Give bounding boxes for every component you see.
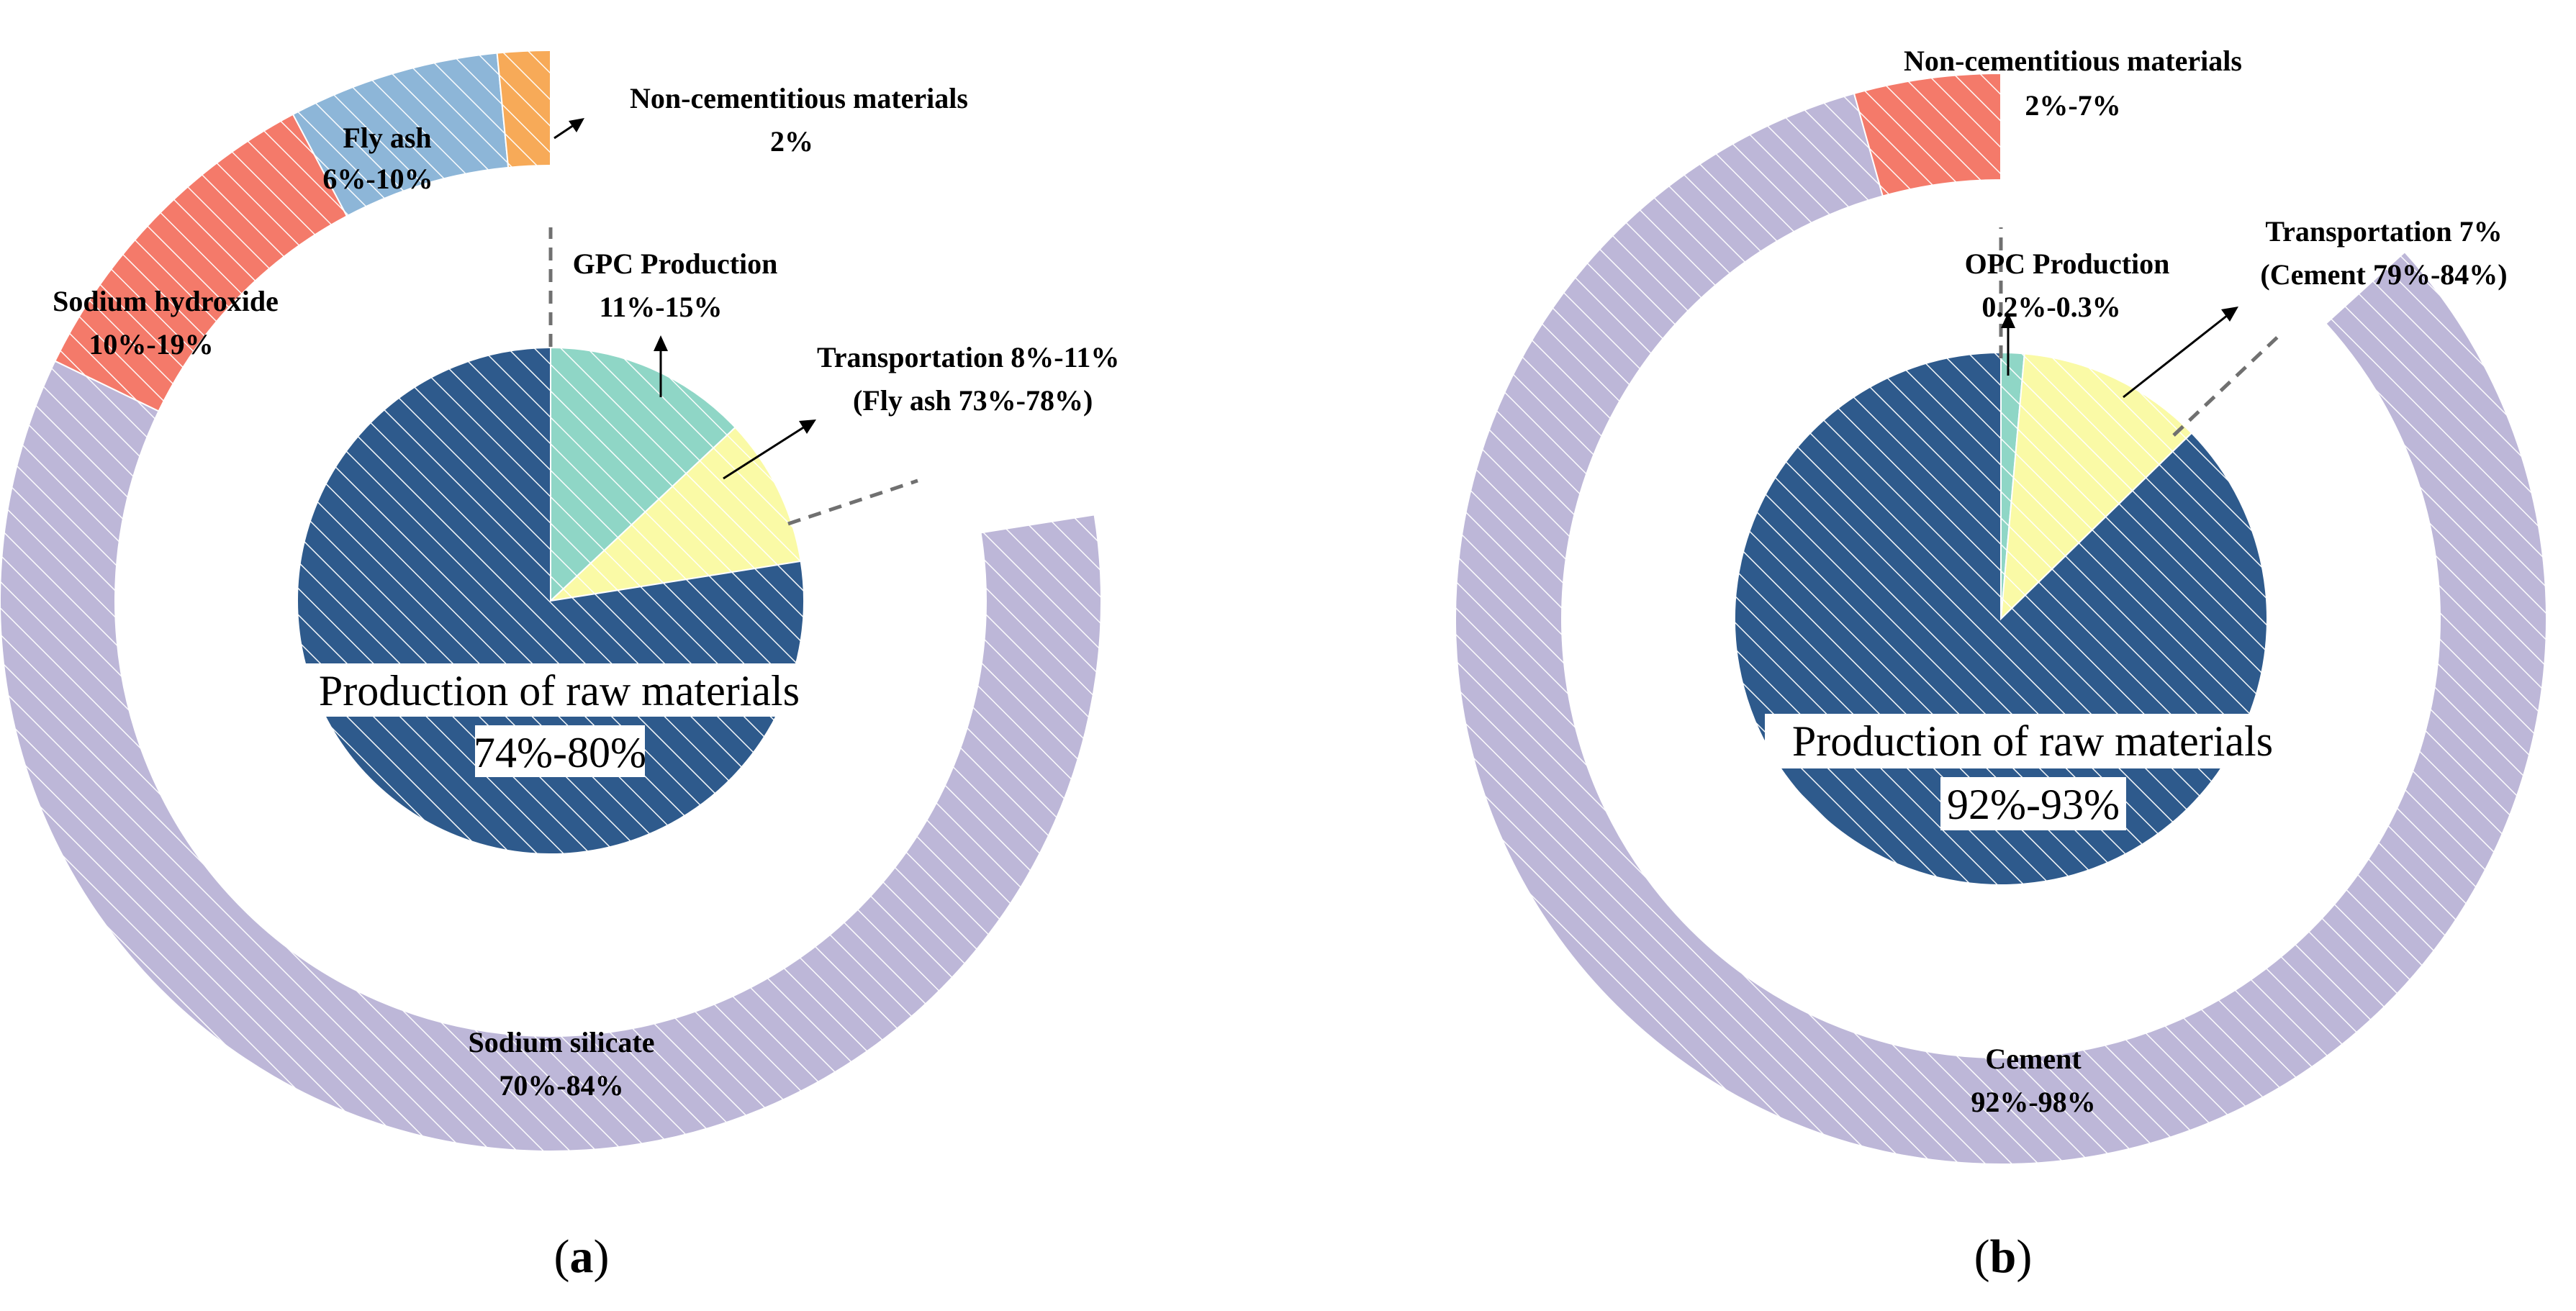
panel-b-production-value: 0.2%-0.3% [1981, 291, 2120, 323]
panel-a-production-title: GPC Production [573, 248, 778, 280]
panel-b-raw-title-box [1765, 714, 2300, 768]
panel-a-outer-ring [0, 49, 1102, 1152]
panel-b-arrow-transport [2123, 314, 2228, 399]
panel-a-arrowhead-noncem [569, 118, 584, 132]
panel-a-flyash-value: 6%-10% [322, 163, 433, 195]
panel-b-noncem-value: 2%-7% [2025, 89, 2120, 122]
panel-a-inner-slice-gpc-production [550, 346, 737, 603]
panel-b-production-title: OPC Production [1965, 248, 2170, 280]
panel-b-outer-slice-non-cementitious-materials [1853, 72, 2002, 197]
panel-a-transport-line2: (Fly ash 73%-78%) [853, 384, 1093, 417]
panel-a-raw-title-box [304, 663, 815, 717]
panel-a-outer-slice-non-cementitious-materials [496, 49, 551, 168]
panel-a-outer-main-title: Sodium silicate [469, 1026, 655, 1058]
panel-a-outer-slice-sodium-hydroxide [54, 113, 348, 412]
panel-a-transport-line1: Transportation 8%-11% [817, 341, 1119, 373]
panel-b-raw-value: 92%-93% [1947, 781, 2120, 828]
panel-a-production-value: 11%-15% [599, 291, 722, 323]
panel-b-dashed-leader-right [2172, 332, 2283, 437]
panel-b-arrowhead-production [2001, 312, 2015, 328]
panel-b-inner-slice-transportation [1999, 353, 2193, 621]
panel-a-raw-value: 74%-80% [474, 729, 646, 776]
panel-a-sodium-hydroxide-value: 10%-19% [89, 328, 213, 360]
panel-a-noncem-title: Non-cementitious materials [630, 82, 968, 114]
panel-a-inner-pie [297, 346, 805, 855]
panel-a-inner-slice-transportation [548, 426, 802, 602]
panel-a-outer-slice-sodium-silicate [0, 360, 1102, 1152]
panel-b-outer-main-title: Cement [1985, 1043, 2082, 1075]
panel-b-transport-line2: (Cement 79%-84%) [2260, 258, 2507, 291]
panel-b-arrowhead-transport [2221, 307, 2238, 322]
panel-a-arrow-noncem [553, 122, 577, 140]
panel-a-arrowhead-production [654, 335, 668, 351]
panel-b-outer-slice-cement [1455, 92, 2547, 1165]
panel-a-inner-slice-production-of-raw-materials [297, 346, 805, 855]
panel-b-transport-line1: Transportation 7% [2265, 215, 2502, 248]
panel-b-outer-ring [1455, 72, 2547, 1165]
panel-a-dashed-leader-right [787, 478, 918, 526]
panel-b-raw-value-box [1940, 777, 2126, 830]
panel-a-flyash-title: Fly ash [343, 122, 431, 154]
panel-a-sodium-hydroxide-title: Sodium hydroxide [53, 285, 279, 317]
panel-b-outer-main-value: 92%-98% [1971, 1086, 2095, 1118]
panel-a-caption: (a) [554, 1230, 610, 1283]
panel-b-noncem-title: Non-cementitious materials [1904, 45, 2242, 77]
panel-a-outer-main-value: 70%-84% [499, 1069, 623, 1102]
panel-b-caption: (b) [1974, 1230, 2033, 1283]
panel-a-outer-slice-fly-ash [292, 52, 510, 217]
panel-b-raw-title: Production of raw materials [1792, 717, 2273, 765]
panel-a-noncem-value: 2% [770, 125, 813, 158]
panel-a-chart: Non-cementitious materials 2% Fly ash 6%… [0, 49, 1119, 1283]
panel-b-chart: Non-cementitious materials 2%-7% OPC Pro… [1455, 45, 2547, 1283]
panel-a-raw-value-box [475, 725, 645, 777]
panel-a-arrowhead-transport [799, 419, 816, 434]
panel-a-arrow-transport [723, 425, 805, 480]
panel-a-raw-title: Production of raw materials [319, 667, 800, 715]
